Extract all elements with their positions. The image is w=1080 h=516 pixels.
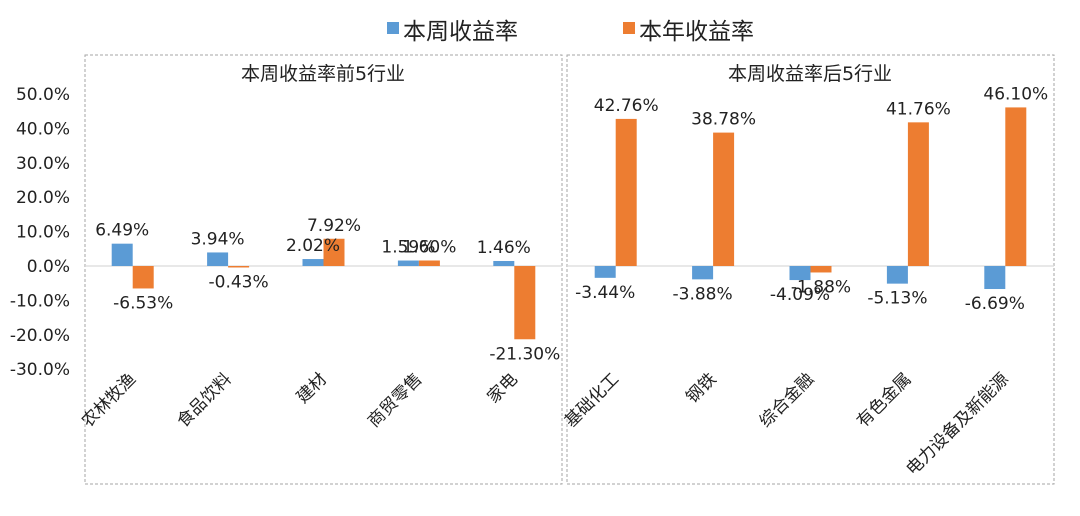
data-label: -21.30% — [489, 344, 560, 364]
value-labels: 6.49% -6.53% 3.94% -0.43% 2.02%7.92% 1.59%1.6… — [95, 84, 1048, 364]
bar-ytd — [132, 266, 154, 289]
y-tick-label: 20.0% — [16, 188, 70, 208]
category-label: 商贸零售 — [364, 369, 426, 431]
bar-weekly — [692, 266, 714, 280]
category-label: 基础化工 — [561, 369, 623, 431]
legend-swatch-weekly — [387, 22, 399, 34]
y-tick-label: 40.0% — [16, 119, 70, 139]
data-label: 2.02% — [286, 236, 340, 256]
bar-ytd — [418, 260, 440, 266]
bar-weekly — [493, 260, 515, 266]
bar-ytd — [907, 122, 929, 266]
category-label: 有色金属 — [853, 369, 915, 431]
data-label: 3.94% — [191, 229, 245, 249]
bars — [111, 107, 1027, 340]
data-label: -3.88% — [673, 284, 733, 304]
data-label: 42.76% — [594, 96, 659, 116]
data-label: -0.43% — [209, 272, 269, 292]
data-label: 7.92% — [307, 216, 361, 236]
data-label: 38.78% — [691, 110, 756, 130]
bar-weekly — [397, 260, 419, 266]
category-label: 钢铁 — [682, 369, 720, 407]
y-tick-label: -30.0% — [10, 360, 70, 380]
bar-ytd — [228, 266, 250, 268]
data-label: -3.44% — [575, 283, 635, 303]
bar-ytd — [514, 266, 536, 340]
legend: 本周收益率 本年收益率 — [387, 19, 754, 45]
bar-ytd — [615, 118, 637, 266]
data-label: -4.09% — [770, 285, 830, 305]
category-label: 电力设备及新能源 — [903, 369, 1013, 479]
bar-weekly — [984, 266, 1006, 290]
category-label: 家电 — [484, 369, 522, 407]
data-label: -6.69% — [965, 294, 1025, 314]
bar-ytd — [1005, 107, 1027, 266]
bar-weekly — [207, 252, 229, 266]
bar-ytd — [810, 266, 832, 273]
bar-ytd — [713, 132, 735, 266]
y-tick-label: 10.0% — [16, 223, 70, 243]
category-label: 食品饮料 — [173, 369, 235, 431]
category-label: 农林牧渔 — [78, 369, 140, 431]
legend-swatch-ytd — [623, 22, 635, 34]
panel-left-border — [84, 54, 563, 485]
panel-right-title: 本周收益率后5行业 — [728, 63, 892, 85]
y-tick-label: -20.0% — [10, 326, 70, 346]
data-label: 1.59% — [381, 238, 435, 258]
bar-weekly — [594, 266, 616, 278]
y-tick-label: 50.0% — [16, 85, 70, 105]
category-label: 综合金融 — [756, 369, 818, 431]
category-label: 建材 — [293, 369, 331, 407]
bar-weekly — [789, 266, 811, 281]
data-label: -1.88% — [791, 277, 851, 297]
legend-label-ytd: 本年收益率 — [639, 19, 754, 45]
y-tick-label: 0.0% — [27, 257, 70, 277]
data-label: 41.76% — [886, 99, 951, 119]
bar-weekly — [302, 259, 324, 266]
data-label: 1.60% — [402, 237, 456, 257]
bar-weekly — [886, 266, 908, 284]
panel-left-title: 本周收益率前5行业 — [241, 63, 405, 85]
bar-weekly — [111, 243, 133, 266]
data-label: 1.46% — [477, 238, 531, 258]
data-label: -5.13% — [867, 289, 927, 309]
data-label: -6.53% — [113, 293, 173, 313]
y-tick-label: -10.0% — [10, 291, 70, 311]
panel-right-border — [566, 54, 1055, 485]
bar-ytd — [323, 238, 345, 266]
data-label: 6.49% — [95, 221, 149, 241]
y-tick-label: 30.0% — [16, 154, 70, 174]
legend-label-weekly: 本周收益率 — [403, 19, 518, 45]
y-axis: 50.0% 40.0% 30.0% 20.0% 10.0% 0.0% -10.0% -20.0… — [10, 85, 70, 380]
data-label: 46.10% — [983, 84, 1048, 104]
